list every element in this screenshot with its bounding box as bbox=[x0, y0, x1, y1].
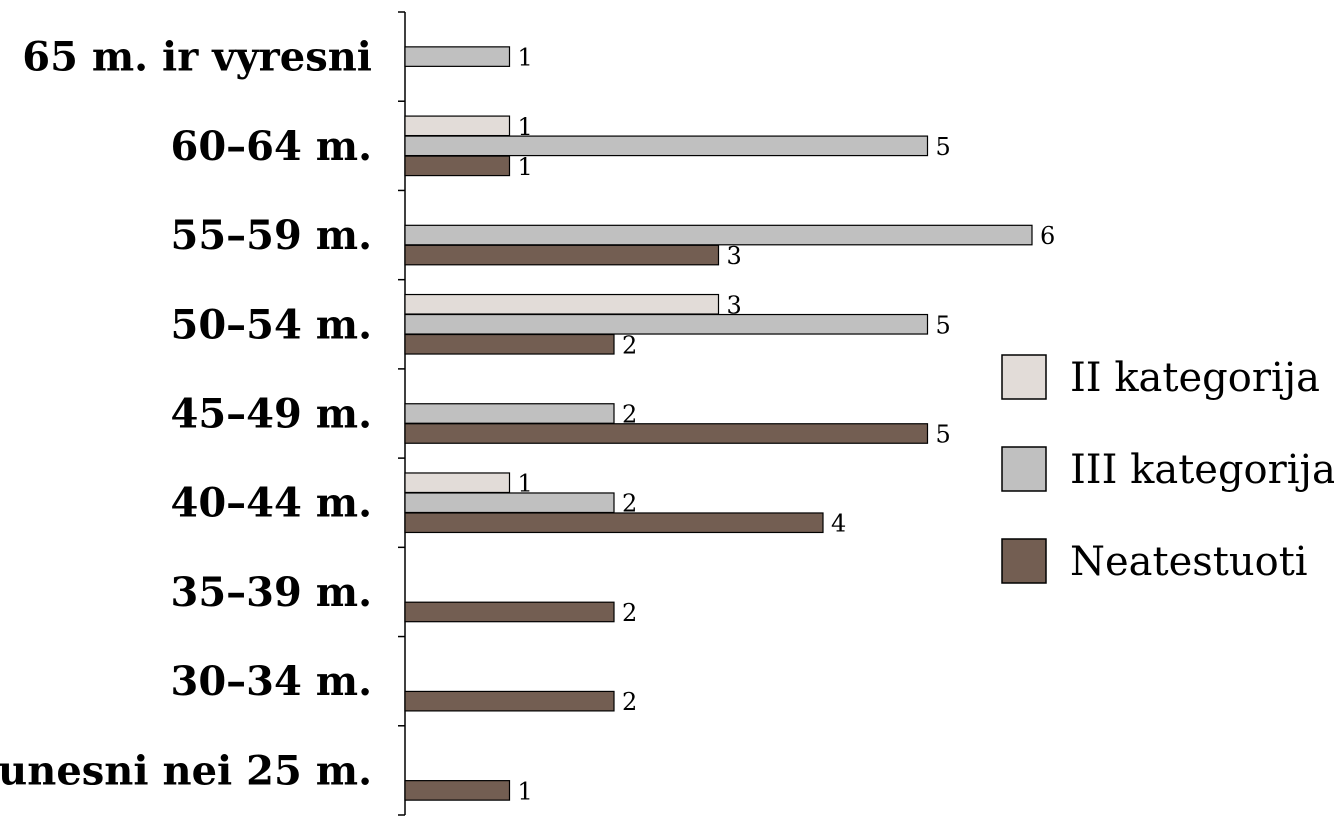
legend-swatch-neatestuoti bbox=[1001, 538, 1047, 584]
category-label-65-m-ir-vyresni: 65 m. ir vyresni bbox=[22, 34, 372, 81]
bar-neatestuoti-60-64-m bbox=[404, 155, 511, 177]
data-label-neatestuoti-55-59-m: 3 bbox=[727, 242, 742, 270]
category-label-40-44-m: 40–44 m. bbox=[170, 480, 372, 527]
legend-swatch-ii-kategorija bbox=[1001, 354, 1047, 400]
bar-iii-kategorija-55-59-m bbox=[404, 224, 1033, 246]
category-label-45-49-m: 45–49 m. bbox=[170, 391, 372, 438]
data-label-ii-kategorija-60-64-m: 1 bbox=[518, 113, 533, 141]
bar-iii-kategorija-50-54-m bbox=[404, 313, 929, 335]
bar-neatestuoti-40-44-m bbox=[404, 512, 824, 534]
bar-iii-kategorija-65-m-ir-vyresni bbox=[404, 46, 511, 67]
legend: II kategorija III kategorija Neatestuoti bbox=[1001, 354, 1334, 585]
bar-neatestuoti-55-59-m bbox=[404, 244, 720, 266]
legend-label-ii-kategorija: II kategorija bbox=[1070, 355, 1320, 401]
category-label-jaunesni-nei-25-m: jaunesni nei 25 m. bbox=[0, 747, 372, 794]
bar-ii-kategorija-60-64-m bbox=[404, 115, 511, 137]
data-label-iii-kategorija-45-49-m: 2 bbox=[622, 401, 637, 429]
data-label-neatestuoti-jaunesni-nei-25-m: 1 bbox=[518, 777, 533, 805]
legend-label-iii-kategorija: III kategorija bbox=[1070, 447, 1334, 493]
bar-neatestuoti-50-54-m bbox=[404, 333, 615, 355]
bar-iii-kategorija-40-44-m bbox=[404, 492, 615, 514]
data-label-iii-kategorija-50-54-m: 5 bbox=[936, 311, 951, 339]
bars bbox=[404, 46, 1033, 801]
bar-neatestuoti-45-49-m bbox=[404, 423, 929, 444]
category-label-50-54-m: 50–54 m. bbox=[170, 301, 372, 348]
bar-neatestuoti-30-34-m bbox=[404, 690, 615, 712]
bar-neatestuoti-35-39-m bbox=[404, 601, 615, 623]
data-label-ii-kategorija-40-44-m: 1 bbox=[518, 470, 533, 498]
bar-iii-kategorija-45-49-m bbox=[404, 403, 615, 424]
legend-swatch-iii-kategorija bbox=[1001, 446, 1047, 492]
data-label-neatestuoti-45-49-m: 5 bbox=[936, 421, 951, 449]
data-label-iii-kategorija-65-m-ir-vyresni: 1 bbox=[518, 44, 533, 72]
category-label-30-34-m: 30–34 m. bbox=[170, 658, 372, 705]
y-axis bbox=[398, 11, 406, 816]
category-label-55-59-m: 55–59 m. bbox=[170, 212, 372, 259]
bar-iii-kategorija-60-64-m bbox=[404, 135, 929, 157]
data-label-neatestuoti-35-39-m: 2 bbox=[622, 599, 637, 627]
bar-neatestuoti-jaunesni-nei-25-m bbox=[404, 780, 511, 801]
category-labels: 65 m. ir vyresni 60–64 m. 55–59 m. 50–54 m.… bbox=[0, 34, 372, 795]
data-label-iii-kategorija-60-64-m: 5 bbox=[936, 133, 951, 161]
data-labels: 1 1 5 1 6 3 3 5 2 2 5 1 2 4 2 2 1 bbox=[518, 44, 1056, 806]
data-label-ii-kategorija-50-54-m: 3 bbox=[727, 291, 742, 319]
legend-label-neatestuoti: Neatestuoti bbox=[1070, 539, 1308, 585]
data-label-neatestuoti-30-34-m: 2 bbox=[622, 688, 637, 716]
data-label-iii-kategorija-55-59-m: 6 bbox=[1040, 222, 1055, 250]
category-label-35-39-m: 35–39 m. bbox=[170, 569, 372, 616]
data-label-neatestuoti-50-54-m: 2 bbox=[622, 331, 637, 359]
data-label-neatestuoti-40-44-m: 4 bbox=[831, 510, 846, 538]
data-label-iii-kategorija-40-44-m: 2 bbox=[622, 490, 637, 518]
category-label-60-64-m: 60–64 m. bbox=[170, 123, 372, 170]
bar-ii-kategorija-40-44-m bbox=[404, 472, 511, 494]
bar-ii-kategorija-50-54-m bbox=[404, 293, 720, 315]
data-label-neatestuoti-60-64-m: 1 bbox=[518, 153, 533, 181]
